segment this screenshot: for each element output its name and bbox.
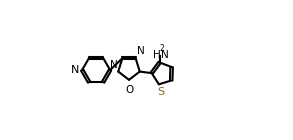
Text: O: O	[125, 85, 133, 95]
Text: N: N	[137, 46, 144, 56]
Text: N: N	[71, 65, 80, 75]
Text: N: N	[110, 60, 117, 70]
Text: H: H	[153, 50, 161, 60]
Text: N: N	[161, 50, 168, 60]
Text: S: S	[157, 87, 164, 97]
Text: 2: 2	[159, 44, 164, 53]
